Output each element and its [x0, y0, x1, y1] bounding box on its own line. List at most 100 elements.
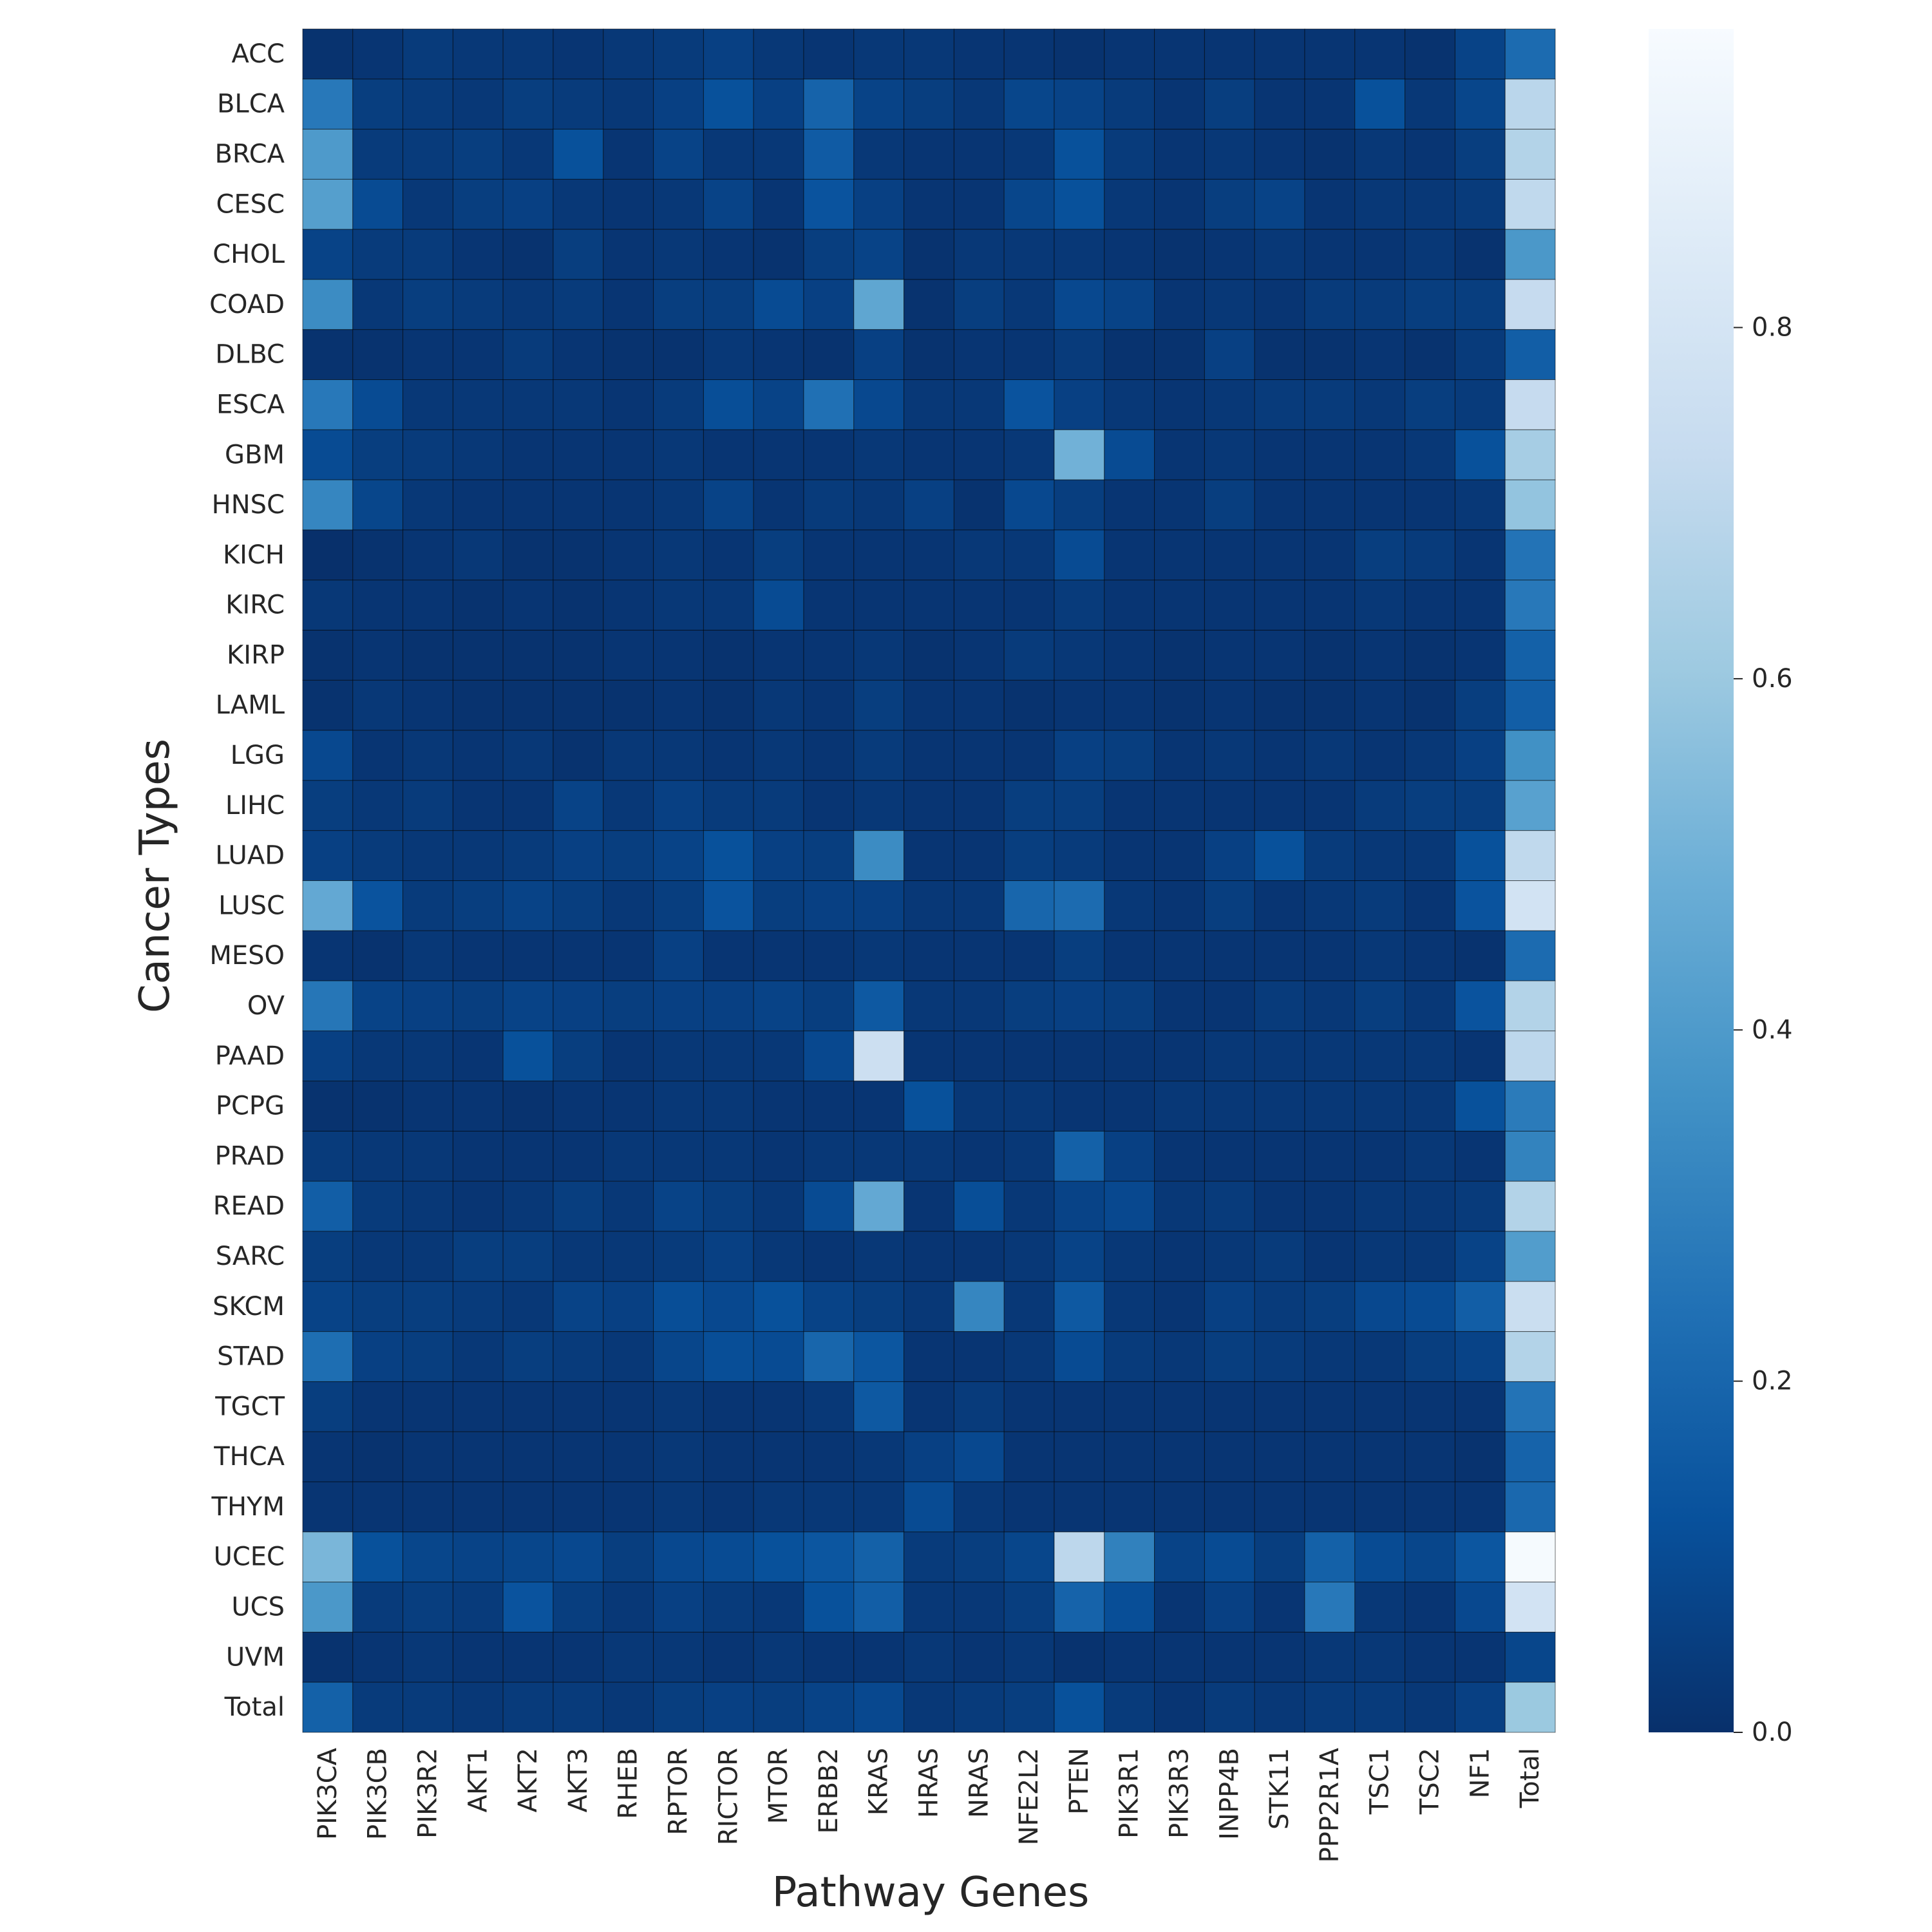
heatmap-cell — [553, 379, 604, 430]
heatmap-cell — [1154, 1030, 1205, 1082]
heatmap-cell — [1204, 830, 1255, 881]
heatmap-cell — [553, 479, 604, 531]
heatmap-cell — [953, 379, 1005, 430]
heatmap-cell — [1405, 1381, 1455, 1432]
heatmap-cell — [603, 1180, 654, 1232]
heatmap-cell — [1054, 1231, 1105, 1282]
colorbar-tick-label: 0.4 — [1752, 1015, 1793, 1045]
heatmap-cell — [853, 1481, 905, 1533]
heatmap-cell — [302, 1681, 354, 1733]
heatmap-cell — [402, 1582, 453, 1633]
heatmap-cell — [302, 830, 354, 881]
heatmap-cell — [1354, 1381, 1406, 1432]
heatmap-cell — [1504, 830, 1556, 881]
heatmap-cell — [1354, 730, 1406, 781]
heatmap-cell — [1504, 129, 1556, 180]
y-tick-label: MESO — [209, 941, 285, 971]
heatmap-cell — [953, 129, 1005, 180]
heatmap-cell — [502, 1180, 554, 1232]
y-tick-label: SKCM — [213, 1292, 285, 1321]
heatmap-cell — [1204, 178, 1255, 230]
heatmap-cell — [1254, 730, 1305, 781]
heatmap-cell — [502, 1431, 554, 1482]
heatmap-cell — [1003, 1531, 1055, 1583]
heatmap-cell — [1405, 630, 1455, 681]
heatmap-cell — [1405, 1331, 1455, 1382]
heatmap-cell — [502, 780, 554, 831]
heatmap-cell — [753, 930, 804, 981]
heatmap-cell — [402, 1631, 453, 1683]
heatmap-cell — [553, 1531, 604, 1583]
heatmap-cell — [1504, 1081, 1556, 1132]
heatmap-cell — [553, 780, 604, 831]
heatmap-cell — [1405, 329, 1455, 381]
heatmap-cell — [653, 279, 704, 330]
heatmap-cell — [1405, 1030, 1455, 1082]
heatmap-cell — [953, 79, 1005, 130]
heatmap-cell — [502, 79, 554, 130]
heatmap-cell — [553, 1431, 604, 1482]
heatmap-cell — [1304, 780, 1356, 831]
heatmap-cell — [1204, 1281, 1255, 1332]
heatmap-cell — [953, 1281, 1005, 1332]
heatmap-cell — [1154, 1481, 1205, 1533]
heatmap-cell — [703, 1081, 754, 1132]
heatmap-cell — [904, 1531, 954, 1583]
heatmap-cell — [803, 930, 855, 981]
heatmap-cell — [853, 178, 905, 230]
heatmap-cell — [753, 630, 804, 681]
heatmap-cell — [703, 229, 754, 280]
heatmap-cell — [502, 1030, 554, 1082]
heatmap-cell — [402, 1481, 453, 1533]
heatmap-cell — [803, 1130, 855, 1182]
heatmap-cell — [1254, 630, 1305, 681]
heatmap-cell — [1003, 1281, 1055, 1332]
heatmap-cell — [302, 1481, 354, 1533]
heatmap-cell — [803, 79, 855, 130]
heatmap-cell — [803, 129, 855, 180]
heatmap-cell — [1504, 28, 1556, 80]
heatmap-cell — [553, 1582, 604, 1633]
heatmap-cell — [1204, 1531, 1255, 1583]
heatmap-cell — [1504, 1030, 1556, 1082]
heatmap-cell — [904, 1631, 954, 1683]
heatmap-cell — [1454, 379, 1506, 430]
heatmap-cell — [553, 28, 604, 80]
y-axis-title: Cancer Types — [131, 739, 179, 1013]
heatmap-cell — [753, 1631, 804, 1683]
heatmap-cell — [352, 1081, 404, 1132]
heatmap-cell — [1204, 529, 1255, 581]
heatmap-cell — [402, 1231, 453, 1282]
heatmap-cell — [352, 630, 404, 681]
heatmap-cell — [1454, 1631, 1506, 1683]
heatmap-cell — [803, 1681, 855, 1733]
y-tick-label: KICH — [223, 540, 285, 570]
heatmap-cell — [1204, 1081, 1255, 1132]
heatmap-cell — [302, 1331, 354, 1382]
heatmap-cell — [452, 479, 504, 531]
heatmap-cell — [1054, 980, 1105, 1032]
heatmap-cell — [1354, 379, 1406, 430]
heatmap-cell — [653, 1180, 704, 1232]
heatmap-cell — [553, 229, 604, 280]
heatmap-cell — [904, 780, 954, 831]
heatmap-cell — [1104, 1631, 1155, 1683]
heatmap-cell — [1254, 129, 1305, 180]
heatmap-cell — [1304, 1281, 1356, 1332]
heatmap-cell — [753, 1130, 804, 1182]
heatmap-cell — [1104, 880, 1155, 931]
heatmap-cell — [753, 329, 804, 381]
heatmap-cell — [603, 1030, 654, 1082]
heatmap-cell — [1003, 1381, 1055, 1432]
heatmap-cell — [753, 1180, 804, 1232]
heatmap-cell — [402, 229, 453, 280]
heatmap-cell — [753, 1681, 804, 1733]
heatmap-cell — [352, 1582, 404, 1633]
heatmap-cell — [1204, 1631, 1255, 1683]
heatmap-cell — [1304, 1681, 1356, 1733]
heatmap-cell — [352, 730, 404, 781]
heatmap-cell — [1204, 679, 1255, 731]
heatmap-cell — [302, 580, 354, 631]
heatmap-cell — [553, 329, 604, 381]
heatmap-cell — [603, 1531, 654, 1583]
